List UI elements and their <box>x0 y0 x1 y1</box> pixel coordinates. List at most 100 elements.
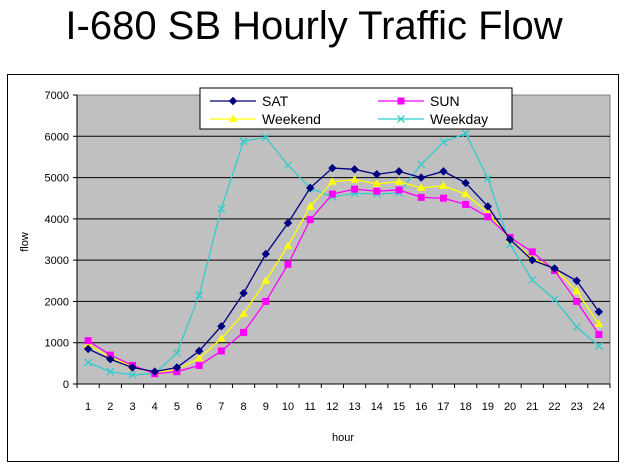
y-tick-label: 7000 <box>45 90 69 102</box>
data-point <box>106 355 115 364</box>
data-point <box>328 177 337 185</box>
data-point <box>550 295 559 304</box>
data-point <box>373 187 381 195</box>
legend-box <box>199 87 513 130</box>
data-point-stroke <box>572 323 581 331</box>
data-point <box>572 276 581 285</box>
series-sat <box>83 163 604 376</box>
x-tick-label: 6 <box>196 401 202 413</box>
series-layer <box>83 129 604 379</box>
plot-area <box>76 94 611 385</box>
data-point <box>328 190 336 198</box>
data-point <box>305 183 315 193</box>
legend-item-weekend: Weekend <box>210 111 321 127</box>
data-point <box>350 165 359 174</box>
data-point <box>350 175 359 183</box>
data-point <box>261 133 270 142</box>
y-tick-label: 6000 <box>45 131 69 143</box>
legend-label: SUN <box>430 93 460 109</box>
data-point <box>194 346 204 356</box>
y-tick-label: 3000 <box>45 255 69 267</box>
data-point <box>461 189 471 198</box>
data-point <box>397 115 405 123</box>
x-tick-label: 19 <box>482 401 494 413</box>
data-point <box>528 255 537 265</box>
x-tick-label: 4 <box>152 401 158 413</box>
x-tick-label: 8 <box>241 401 247 413</box>
x-tick-label: 15 <box>393 401 405 413</box>
data-point <box>439 167 448 176</box>
data-point <box>572 323 581 331</box>
data-point <box>394 177 404 185</box>
data-point-stroke <box>239 137 248 146</box>
data-point-stroke <box>417 160 426 169</box>
x-axis-label: hour <box>332 432 354 444</box>
data-point <box>239 288 248 298</box>
data-point-stroke <box>397 115 405 123</box>
data-point <box>417 173 426 182</box>
data-point <box>417 193 425 201</box>
data-point <box>351 185 359 193</box>
data-point <box>306 216 314 224</box>
data-point <box>106 367 115 376</box>
x-tick-label: 18 <box>460 401 472 413</box>
data-point-stroke <box>550 295 559 304</box>
data-point <box>84 358 93 367</box>
data-point-stroke <box>461 129 470 138</box>
data-point <box>195 361 203 369</box>
data-point <box>484 213 492 221</box>
data-point <box>395 186 403 194</box>
legend-item-sun: SUN <box>378 93 460 109</box>
data-point <box>261 249 270 259</box>
data-point <box>416 183 426 191</box>
data-point <box>283 241 293 249</box>
x-tick-label: 16 <box>415 401 427 413</box>
x-tick-label: 11 <box>304 401 315 413</box>
legend-label: SAT <box>262 93 289 109</box>
data-point <box>528 276 537 284</box>
data-point <box>239 137 248 146</box>
data-point <box>128 370 137 379</box>
data-point <box>397 97 405 105</box>
data-point <box>195 291 204 300</box>
data-point <box>150 367 159 376</box>
data-point <box>394 167 404 176</box>
data-point-stroke <box>195 291 204 300</box>
x-tick-label: 20 <box>504 401 516 413</box>
data-point <box>372 179 382 187</box>
x-tick-label: 7 <box>218 401 224 413</box>
data-point-stroke <box>284 161 292 170</box>
y-tick-label: 5000 <box>45 173 69 185</box>
data-point <box>461 178 470 188</box>
data-point-stroke <box>106 367 115 376</box>
data-point <box>594 342 603 350</box>
x-tick-label: 3 <box>129 401 135 413</box>
y-tick-label: 0 <box>63 379 69 391</box>
data-point-stroke <box>217 204 226 213</box>
legend: SAT SUN Weekend Weekday <box>199 87 513 130</box>
data-point <box>305 201 315 210</box>
data-point-stroke <box>528 276 537 284</box>
y-axis-label: flow <box>19 232 31 252</box>
y-tick-label: 4000 <box>45 214 69 226</box>
x-tick-label: 12 <box>326 401 338 413</box>
data-point <box>217 347 225 355</box>
y-tick-label: 2000 <box>45 296 69 308</box>
data-point <box>550 264 559 273</box>
x-tick-label: 9 <box>263 401 269 413</box>
x-tick-label: 5 <box>174 401 180 413</box>
data-point <box>483 202 493 211</box>
legend-item-sat: SAT <box>210 93 289 109</box>
data-point-stroke <box>439 138 448 147</box>
data-point <box>461 129 470 138</box>
x-tick-label: 1 <box>85 401 91 413</box>
data-point <box>595 330 603 338</box>
x-tick-label: 2 <box>107 401 113 413</box>
y-axis: 0 1000 2000 3000 4000 5000 6000 7000 <box>45 90 78 391</box>
x-tick-label: 22 <box>548 401 560 413</box>
data-point <box>284 260 292 268</box>
data-point <box>262 297 270 305</box>
data-point <box>172 349 181 357</box>
series-line <box>87 167 600 373</box>
series-line <box>87 132 600 376</box>
